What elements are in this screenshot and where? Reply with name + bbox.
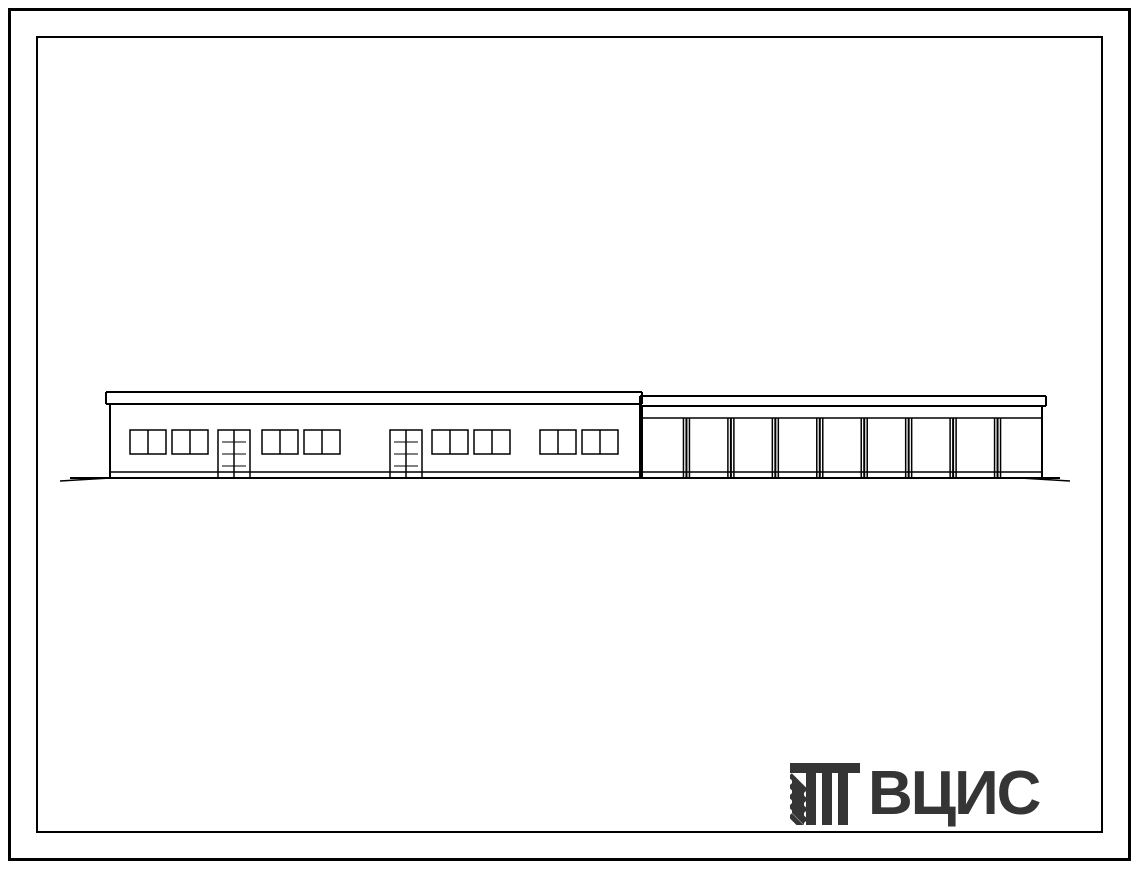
logo-container: ВЦИС xyxy=(790,758,1039,829)
building-elevation-drawing xyxy=(0,0,1139,869)
logo-text: ВЦИС xyxy=(868,758,1039,829)
logo-icon xyxy=(790,763,860,825)
